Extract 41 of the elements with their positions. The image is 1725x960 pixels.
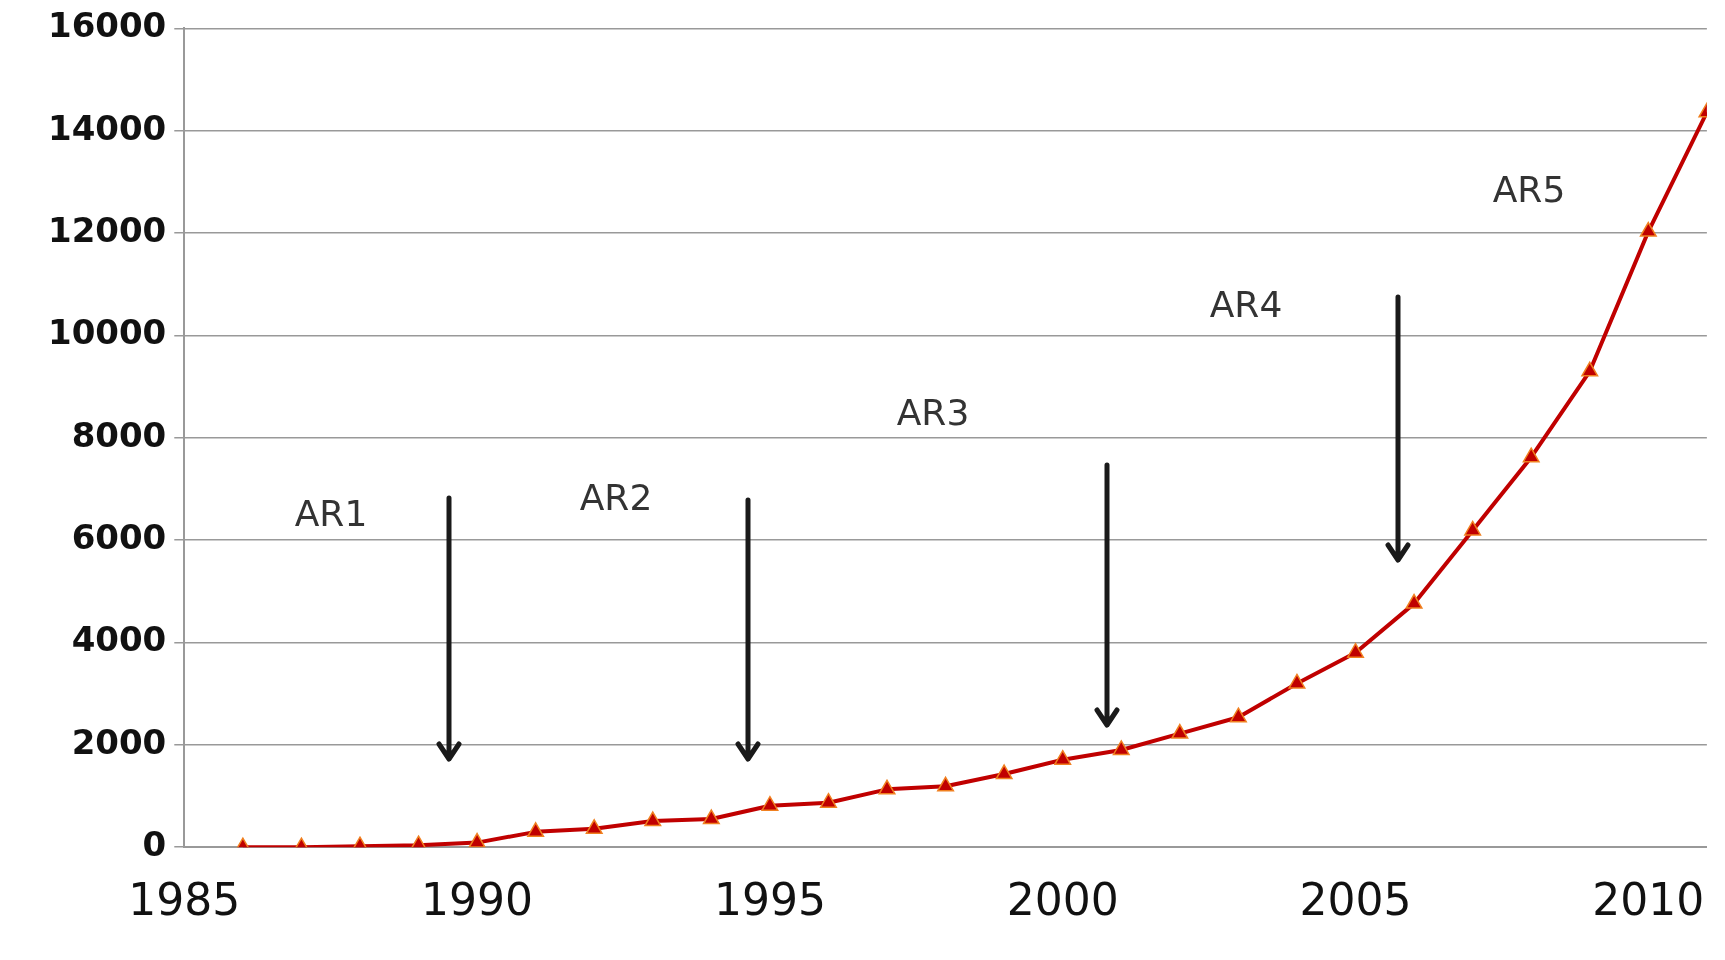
y-tick-label: 0 [142,824,167,865]
y-tick-label: 10000 [47,312,167,353]
point [1464,520,1482,536]
annotation: AR1 [294,493,368,535]
x-tick-label: 2010 [1592,874,1705,926]
annotation: AR4 [1209,284,1283,326]
y-tick-label: 14000 [47,107,167,148]
point [1639,221,1657,237]
point [1229,707,1247,723]
x-tick-label: 1990 [421,874,534,926]
point [468,832,486,848]
y-tick-label: 16000 [47,5,167,46]
y-tick-label: 2000 [71,721,167,762]
x-tick-label: 1985 [128,874,241,926]
point [585,819,603,835]
point [937,776,955,792]
point [1405,593,1423,609]
annotation: AR2 [579,477,653,519]
point [1522,447,1540,463]
point [1054,749,1072,765]
y-tick-label: 8000 [71,414,167,455]
x-tick-label: 2000 [1006,874,1119,926]
point [819,792,838,808]
point [644,811,662,827]
annotation: AR3 [896,392,970,434]
point [1171,723,1189,739]
y-tick-label: 4000 [71,619,167,660]
point [1112,740,1130,756]
point [702,809,720,825]
point [878,779,896,795]
point [995,764,1013,780]
y-tick-label: 6000 [71,516,167,557]
point [527,822,545,838]
annotation: AR5 [1492,169,1566,211]
point [1288,673,1306,689]
point [1346,642,1365,658]
x-tick-label: 2005 [1299,874,1412,926]
point [1581,361,1599,377]
y-tick-label: 12000 [47,209,167,250]
x-tick-label: 1995 [713,874,826,926]
point [761,796,779,811]
